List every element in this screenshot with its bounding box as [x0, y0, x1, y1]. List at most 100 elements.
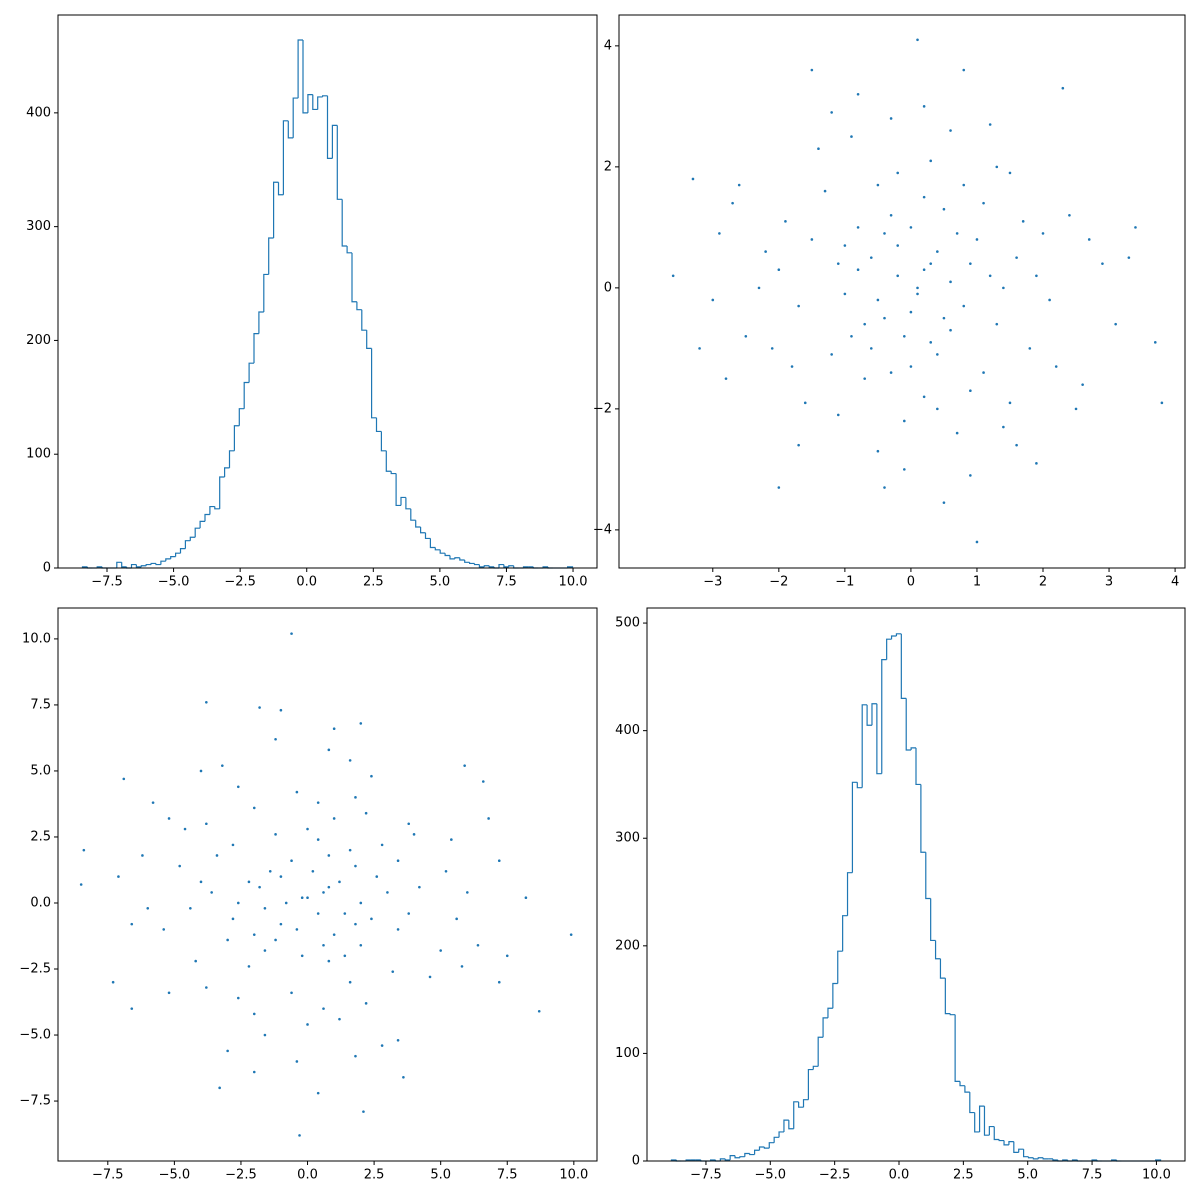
scatter-point: [402, 1075, 405, 1079]
histogram-step: [729, 1155, 736, 1160]
histogram-step: [744, 1152, 750, 1157]
scatter-point: [370, 917, 373, 921]
histogram-step: [978, 1105, 985, 1132]
histogram-step: [749, 1153, 755, 1156]
scatter-point: [396, 859, 400, 863]
scatter-point: [463, 764, 466, 767]
histogram-step: [199, 520, 205, 529]
histogram-step: [307, 94, 313, 113]
scatter-point: [1021, 220, 1025, 223]
scatter-point: [497, 859, 501, 863]
histogram-step: [366, 330, 372, 349]
scatter-point: [1035, 274, 1038, 278]
x-tick-label: 0: [907, 575, 915, 590]
histogram-step: [282, 120, 289, 195]
y-tick-label: 400: [26, 105, 51, 120]
histogram-step: [895, 633, 902, 636]
x-tick-label: −7.5: [91, 575, 123, 590]
y-tick-label: 300: [26, 219, 51, 234]
scatter-point: [354, 922, 357, 926]
scatter-point: [316, 1091, 320, 1095]
histogram-step: [763, 1147, 770, 1149]
scatter-point: [949, 280, 952, 284]
scatter-point: [988, 274, 992, 278]
scatter-point: [836, 413, 840, 417]
scatter-point: [263, 949, 267, 952]
x-tick-label: 2: [1039, 575, 1047, 590]
scatter-point: [909, 310, 913, 314]
histogram-step: [793, 1101, 799, 1129]
scatter-point: [327, 959, 331, 963]
x-tick-label: 5.0: [430, 575, 451, 590]
histogram-step: [312, 94, 318, 111]
scatter-point: [1008, 401, 1012, 405]
histogram-step: [150, 562, 156, 565]
scatter-point: [79, 883, 83, 886]
y-tick-label: −5.0: [19, 1028, 51, 1043]
histogram-step: [469, 562, 475, 565]
scatter-point: [375, 875, 379, 878]
histogram-step: [371, 348, 377, 419]
histogram-step: [1018, 1148, 1024, 1153]
scatter-point: [843, 292, 847, 296]
scatter-point: [354, 864, 357, 868]
scatter-point: [876, 449, 880, 453]
scatter-point: [850, 135, 853, 138]
histogram-step: [439, 549, 446, 554]
histogram-step: [567, 566, 574, 568]
histogram-step: [248, 362, 254, 383]
scatter-point: [1081, 383, 1084, 386]
histogram-step: [326, 95, 333, 159]
histogram-step: [273, 181, 279, 239]
scatter-point: [942, 207, 946, 211]
scatter-point: [316, 801, 320, 804]
histogram-step: [170, 556, 176, 559]
histogram-step: [175, 552, 181, 557]
scatter-point: [380, 843, 384, 847]
scatter-point: [300, 954, 304, 958]
scatter-point: [869, 347, 873, 350]
scatter-point: [295, 1060, 299, 1063]
scatter-point: [744, 334, 748, 338]
y-tick-label: 100: [26, 447, 51, 462]
x-tick-label: −2.5: [819, 1168, 851, 1183]
scatter-point: [916, 38, 919, 42]
x-tick-label: −7.5: [92, 1168, 124, 1183]
histogram-step: [454, 557, 460, 559]
x-tick-label: 5.0: [1017, 1168, 1038, 1183]
histogram-step: [812, 1065, 819, 1070]
histogram-step: [145, 563, 152, 566]
scatter-point: [830, 353, 833, 356]
histogram-step: [1052, 1158, 1058, 1161]
scatter-point: [263, 906, 267, 910]
histogram-step: [498, 563, 504, 568]
scatter-point: [836, 262, 840, 265]
histogram-step: [395, 473, 401, 507]
y-tick-label: 10.0: [22, 631, 51, 646]
histogram-step: [410, 508, 416, 521]
scatter-point: [252, 933, 256, 936]
scatter-point: [311, 869, 315, 873]
x-tick-label: 1: [973, 575, 981, 590]
histogram-step: [998, 1139, 1005, 1142]
scatter-point: [199, 769, 203, 773]
x-tick-label: 0.0: [889, 1168, 910, 1183]
histogram-step: [939, 958, 946, 979]
scatter-point: [850, 334, 853, 338]
histogram-step: [1032, 1157, 1039, 1160]
histogram-step: [886, 638, 892, 660]
scatter-point: [856, 92, 860, 96]
scatter-point: [236, 785, 240, 789]
x-tick-label: 7.5: [1082, 1168, 1103, 1183]
scatter-point: [359, 901, 363, 905]
scatter-point: [883, 316, 886, 320]
histogram-step: [297, 39, 303, 99]
scatter-point: [194, 959, 197, 963]
scatter-point: [343, 954, 347, 958]
histogram-step: [253, 333, 259, 364]
scatter-point: [757, 286, 761, 290]
scatter-point: [205, 986, 208, 989]
scatter-point: [146, 906, 150, 910]
histogram-step: [380, 431, 387, 452]
